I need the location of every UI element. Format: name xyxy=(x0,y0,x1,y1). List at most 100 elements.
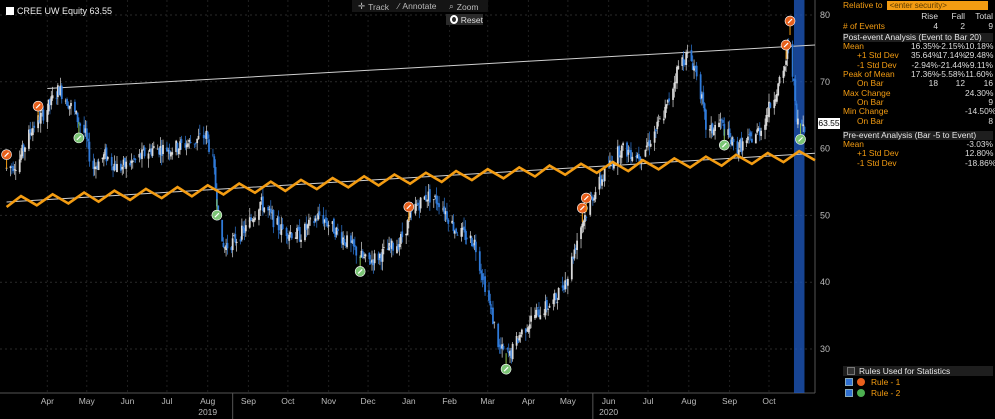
candle-body xyxy=(695,65,698,77)
rule-2-row[interactable]: Rule - 2 xyxy=(843,387,993,398)
candle-body xyxy=(352,239,355,247)
year-label: 2020 xyxy=(599,407,618,417)
candle-body xyxy=(148,148,151,152)
rule-1-row[interactable]: Rule - 1 xyxy=(843,376,993,387)
candle-body xyxy=(177,148,180,155)
candle-body xyxy=(66,99,68,106)
rules-toggle-checkbox[interactable] xyxy=(847,367,855,375)
candle-body xyxy=(639,156,642,162)
candle-body xyxy=(657,120,660,122)
candle-body xyxy=(552,299,555,305)
candle-body xyxy=(686,52,689,54)
candle-body xyxy=(507,351,510,354)
rule-2-checkbox[interactable] xyxy=(845,388,853,397)
candle-body xyxy=(414,203,417,214)
candle-body xyxy=(75,110,78,115)
candle-body xyxy=(314,218,317,222)
col-total: Total xyxy=(975,11,993,22)
candle-body xyxy=(701,94,703,99)
candle-body xyxy=(334,231,337,238)
candle-body xyxy=(662,118,665,121)
candle-body xyxy=(168,149,171,154)
col-rise: Rise xyxy=(921,11,938,22)
candle-body xyxy=(664,106,667,118)
candle-body xyxy=(315,220,318,222)
rise-event-glyph xyxy=(787,18,793,24)
post-row-fall: 12 xyxy=(955,78,965,89)
candle-body xyxy=(113,163,116,171)
rise-event-glyph xyxy=(406,204,412,210)
candle-body xyxy=(589,199,592,215)
rule-1-checkbox[interactable] xyxy=(845,377,853,386)
candle-body xyxy=(105,147,108,162)
candle-body xyxy=(406,220,409,236)
candle-body xyxy=(68,105,71,109)
candle-body xyxy=(116,163,118,173)
relative-to-input[interactable]: <enter security> xyxy=(886,1,988,10)
candle-body xyxy=(285,227,288,236)
candle-body xyxy=(20,154,22,160)
y-tick-label: 50 xyxy=(820,210,830,220)
candle-body xyxy=(699,74,702,100)
candle-body xyxy=(59,85,62,96)
candle-body xyxy=(305,223,308,231)
track-button[interactable]: ✛ Track xyxy=(358,1,389,12)
candle-body xyxy=(323,219,326,223)
candle-body xyxy=(756,129,759,133)
post-event-row: -1 Std Dev -2.94% -21.44% -9.11% xyxy=(843,60,993,70)
y-tick-label: 70 xyxy=(820,77,830,87)
candle-body xyxy=(704,109,707,130)
pre-row-total: 12.80% xyxy=(965,148,994,159)
fall-event-glyph xyxy=(76,135,82,141)
candle-body xyxy=(239,239,242,242)
rise-event-glyph xyxy=(4,152,9,158)
last-price-tag: 63.55 xyxy=(818,118,840,129)
candle-body xyxy=(397,244,400,250)
candle-body xyxy=(363,257,366,258)
candle-body xyxy=(708,129,711,131)
candle-body xyxy=(447,219,450,224)
candle-body xyxy=(389,245,392,248)
candle-body xyxy=(649,143,652,147)
candle-body xyxy=(279,232,281,234)
post-row-label: On Bar xyxy=(857,115,884,126)
candle-body xyxy=(56,85,59,98)
reset-button[interactable]: Reset xyxy=(446,14,483,25)
annotate-button[interactable]: ∕ Annotate xyxy=(398,1,436,11)
fall-event-glyph xyxy=(357,269,363,274)
reset-icon xyxy=(450,15,458,24)
zoom-button[interactable]: ⌕ Zoom xyxy=(449,1,479,12)
candle-body xyxy=(276,218,279,225)
candle-body xyxy=(289,232,292,235)
candle-body xyxy=(396,246,398,254)
post-row-rise xyxy=(911,89,938,98)
post-row-total: 9 xyxy=(988,96,993,107)
candle-body xyxy=(601,179,603,186)
price-chart[interactable]: 30 40 50 60 70 80 Apr May Jun Jul Aug Sep Oct Nov Dec J… xyxy=(0,0,841,419)
x-tick-label: Jan xyxy=(402,396,416,406)
candle-body xyxy=(58,87,61,96)
post-row-label: On Bar xyxy=(857,96,884,107)
post-row-fall: -5.58% xyxy=(938,69,965,80)
post-row-rise: 16.35% xyxy=(911,41,940,52)
candle-body xyxy=(233,235,235,236)
candle-body xyxy=(415,204,418,206)
candle-body xyxy=(710,124,713,131)
candle-body xyxy=(769,103,772,108)
candle-body xyxy=(797,118,799,125)
pre-event-row: +1 Std Dev 12.80% xyxy=(843,148,994,159)
col-fall: Fall xyxy=(951,11,966,22)
post-event-row: Max Change 24.30% xyxy=(843,88,993,98)
candle-body xyxy=(739,140,741,148)
candle-body xyxy=(120,163,122,171)
candle-body xyxy=(327,225,330,227)
candle-body xyxy=(147,153,150,159)
candle-body xyxy=(754,134,757,144)
rules-panel: Rules Used for Statistics Rule - 1 Rule … xyxy=(843,366,993,398)
candle-body xyxy=(434,195,437,198)
candle-body xyxy=(22,144,25,152)
candle-body xyxy=(38,116,41,123)
candle-body xyxy=(539,315,542,320)
candle-body xyxy=(194,142,197,144)
x-tick-label: Aug xyxy=(200,396,215,406)
